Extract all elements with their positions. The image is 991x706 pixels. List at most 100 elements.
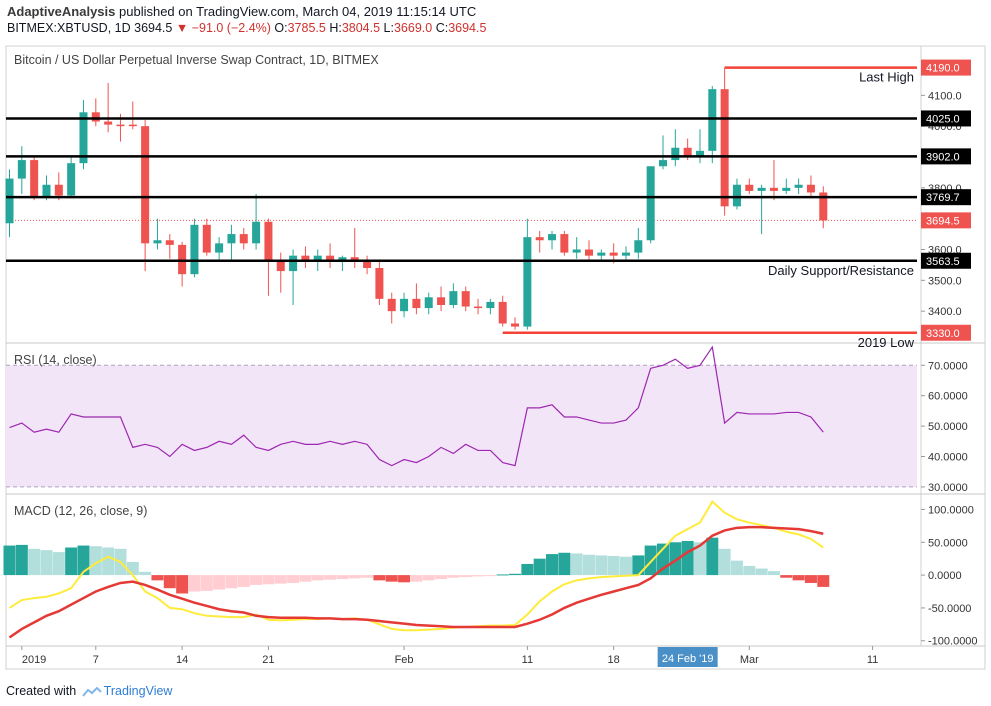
macd-histogram-bar	[484, 575, 497, 577]
level-tag	[921, 252, 971, 269]
candle-down	[560, 234, 569, 253]
time-tick-label: 2019	[22, 654, 46, 666]
macd-histogram-bar	[447, 575, 460, 578]
candle-up	[732, 184, 741, 207]
macd-histogram-bar	[77, 545, 90, 576]
time-tick-label: 21	[262, 654, 274, 666]
price-tick-label: 4100.0	[928, 90, 962, 102]
candle-down	[91, 112, 100, 122]
candle-down	[683, 147, 692, 157]
author-name[interactable]: AdaptiveAnalysis	[7, 4, 116, 19]
macd-line	[8, 499, 824, 632]
candle-up	[153, 240, 162, 244]
time-tick-label: 11	[867, 654, 878, 666]
rsi-tick-label: 30.0000	[928, 482, 968, 494]
macd-histogram-bar	[262, 575, 275, 585]
time-tick-label: Mar	[740, 654, 759, 666]
level-annotation: 2019 Low	[858, 335, 915, 350]
tradingview-brand[interactable]: TradingView	[103, 684, 173, 698]
candle-down	[326, 255, 335, 262]
macd-histogram-bar	[52, 552, 65, 576]
candle-up	[486, 301, 495, 309]
macd-histogram-bar	[361, 575, 374, 578]
candle-down	[585, 249, 594, 256]
rsi-band	[6, 365, 917, 487]
rsi-line	[9, 345, 824, 467]
macd-histogram-bar	[595, 555, 608, 576]
macd-histogram-bar	[570, 553, 583, 576]
candle-up	[449, 291, 458, 305]
level-tag-label: 3769.7	[926, 192, 960, 204]
candle-up	[400, 298, 409, 312]
candle-up	[794, 184, 803, 188]
candle-up	[757, 187, 766, 191]
open-value: 3785.5	[287, 21, 326, 35]
macd-tick-label: -50.0000	[928, 603, 971, 615]
candle-down	[412, 298, 421, 309]
macd-tick-label: 0.0000	[928, 570, 962, 582]
macd-histogram-bar	[644, 545, 657, 576]
candle-down	[535, 237, 544, 241]
rsi-tick-label: 50.0000	[928, 421, 968, 433]
candle-up	[190, 224, 199, 275]
macd-histogram-bar	[435, 575, 448, 580]
macd-histogram-bar	[213, 575, 226, 590]
macd-histogram-bar	[743, 565, 756, 576]
time-tick-label: Feb	[395, 654, 414, 666]
macd-histogram-bar	[274, 575, 287, 584]
macd-histogram-bar	[620, 556, 632, 576]
macd-histogram-bar	[398, 575, 411, 583]
candle-up	[695, 150, 704, 157]
candle-down	[437, 297, 446, 305]
rsi-pane-title: RSI (14, close)	[14, 353, 97, 367]
level-annotation: Daily Support/Resistance	[768, 263, 914, 278]
price-tick-label: 3400.0	[928, 306, 962, 318]
macd-histogram-bar	[237, 575, 250, 587]
created-with-text: Created with	[6, 684, 77, 698]
price-tick-label: 3500.0	[928, 275, 962, 287]
high-label: H:	[329, 21, 342, 35]
low-value: 3669.0	[393, 21, 433, 35]
time-tick-label: 14	[176, 654, 188, 666]
level-tag	[921, 148, 971, 165]
candle-up	[658, 160, 667, 167]
candle-up	[597, 252, 606, 256]
macd-histogram-bar	[546, 554, 559, 576]
candle-down	[104, 121, 113, 125]
macd-histogram-bar	[422, 575, 435, 581]
candle-up	[42, 184, 51, 198]
candle-up	[5, 178, 14, 224]
low-label: L:	[383, 21, 394, 35]
price-pane[interactable]: Bitcoin / US Dollar Perpetual Inverse Sw…	[5, 53, 972, 350]
level-tag-label: 4025.0	[926, 113, 960, 125]
candle-down	[720, 89, 729, 207]
macd-histogram-bar	[373, 575, 386, 581]
candle-down	[375, 268, 384, 299]
candle-up	[79, 112, 88, 164]
price-change: −91.0 (−2.4%)	[191, 21, 271, 35]
macd-histogram-bar	[509, 573, 522, 576]
candle-up	[671, 147, 680, 161]
macd-histogram-bar	[385, 575, 398, 582]
macd-pane[interactable]: MACD (12, 26, close, 9) 100.0000 50.0000 0.…	[3, 499, 978, 648]
candle-down	[806, 184, 815, 193]
candle-up	[289, 255, 298, 272]
macd-histogram-bar	[102, 547, 115, 576]
candle-down	[387, 298, 396, 312]
candle-up	[227, 234, 236, 244]
macd-pane-title: MACD (12, 26, close, 9)	[14, 504, 147, 518]
macd-histogram-bar	[755, 568, 768, 576]
level-tag	[921, 110, 971, 127]
tradingview-logo-icon	[81, 686, 102, 697]
high-value: 3804.5	[341, 21, 381, 35]
candle-up	[424, 297, 433, 309]
time-axis[interactable]: 2019 7 14 21 Feb 11 18 Mar 11 24 Feb '19	[21, 646, 878, 667]
macd-histogram-bar	[139, 571, 152, 576]
macd-histogram-bar	[533, 558, 546, 576]
rsi-tick-label: 60.0000	[928, 391, 968, 403]
macd-histogram-bar	[324, 575, 337, 580]
macd-histogram-bar	[3, 545, 16, 576]
candle-up	[215, 243, 224, 253]
rsi-pane[interactable]: RSI (14, close) 70.0000 60.0000 50.0000 40.0…	[6, 345, 968, 494]
